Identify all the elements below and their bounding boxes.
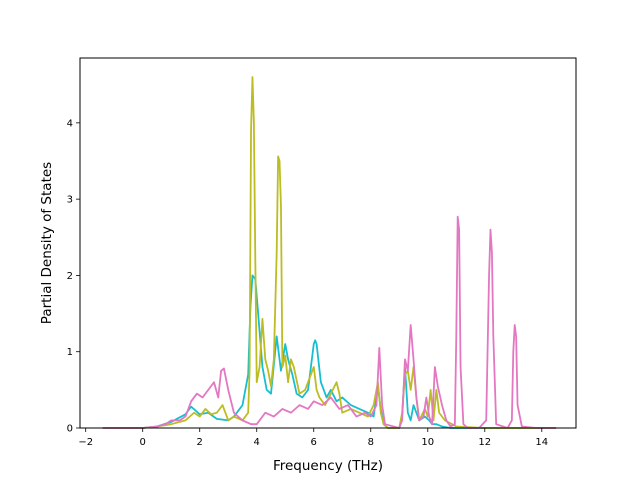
x-tick-label: 2 [197, 437, 203, 448]
y-tick-label: 0 [67, 424, 73, 435]
plot-frame [79, 57, 577, 429]
y-tick-label: 4 [67, 118, 73, 129]
y-axis-label: Partial Density of States [39, 162, 55, 324]
y-tick-label: 3 [67, 195, 73, 206]
x-tick-label: 8 [368, 437, 374, 448]
x-tick-label: 10 [421, 437, 434, 448]
plot-background [80, 58, 576, 428]
x-tick-label: 12 [478, 437, 491, 448]
y-axis-ticks: 0 1 2 3 4 [67, 118, 80, 435]
x-tick-label: −2 [78, 437, 93, 448]
y-tick-label: 2 [67, 271, 73, 282]
x-tick-label: 6 [311, 437, 317, 448]
x-axis-ticks: −2 0 2 4 6 8 10 12 14 [78, 428, 548, 448]
x-axis-label: Frequency (THz) [273, 458, 383, 474]
series-line-3 [102, 215, 557, 429]
x-tick-label: 0 [140, 437, 146, 448]
y-tick-label: 1 [67, 347, 73, 358]
x-tick-label: 4 [254, 437, 260, 448]
x-tick-label: 14 [535, 437, 548, 448]
series-layer [102, 76, 557, 429]
